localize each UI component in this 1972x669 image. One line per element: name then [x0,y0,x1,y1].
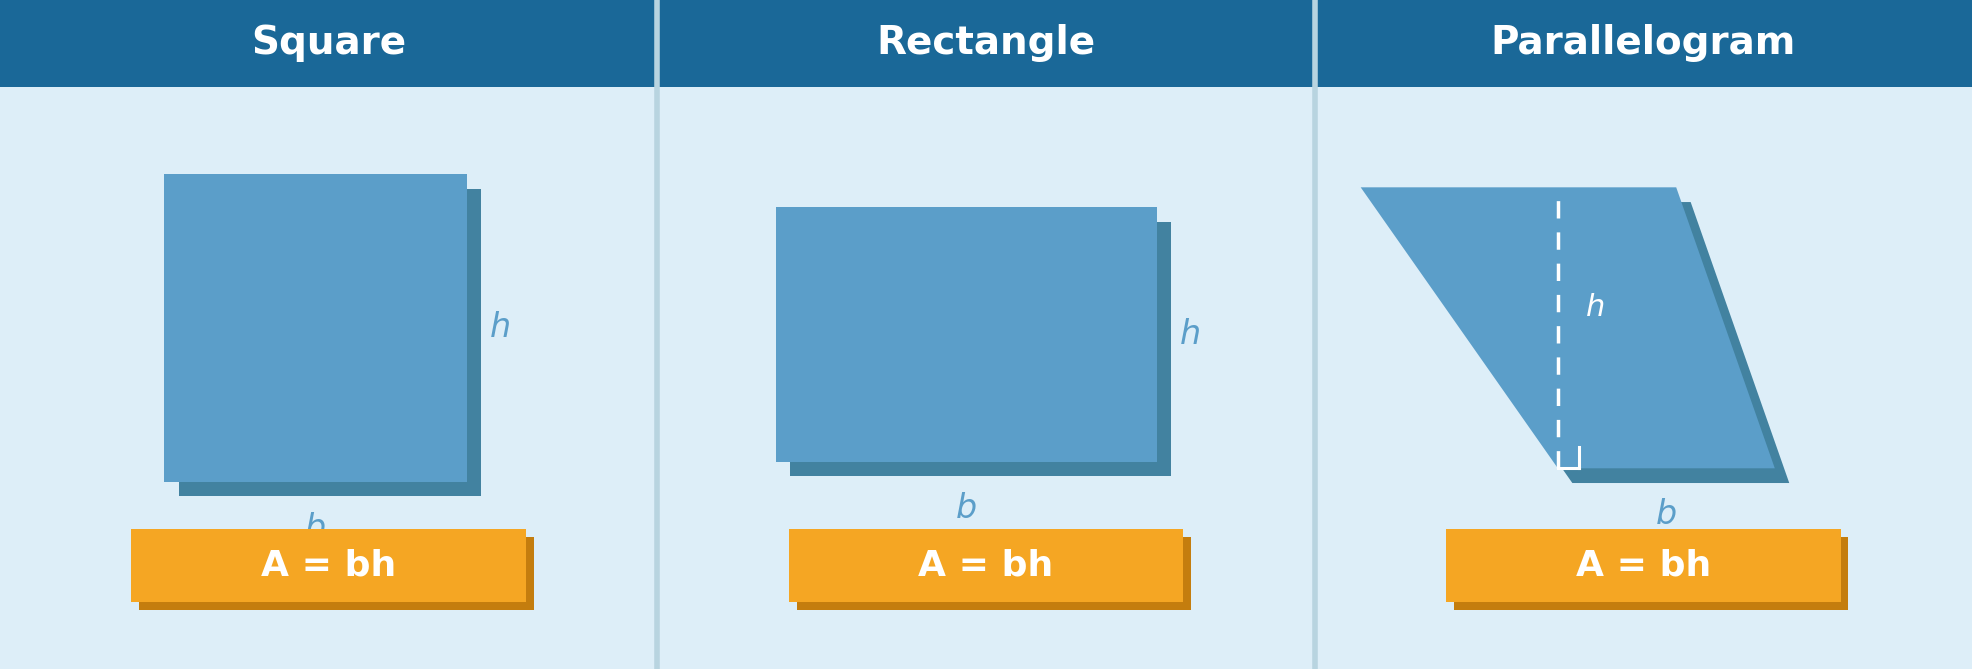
Text: Rectangle: Rectangle [876,24,1096,62]
Text: b: b [956,492,976,524]
FancyBboxPatch shape [791,222,1171,476]
Text: A = bh: A = bh [1576,549,1712,582]
Text: Parallelogram: Parallelogram [1491,24,1796,62]
FancyBboxPatch shape [0,0,657,87]
FancyBboxPatch shape [1453,537,1848,610]
FancyBboxPatch shape [775,207,1158,462]
Text: A = bh: A = bh [919,549,1053,582]
FancyBboxPatch shape [140,537,534,610]
Text: b: b [1656,498,1676,531]
Polygon shape [1361,187,1775,468]
FancyBboxPatch shape [657,0,1315,87]
Polygon shape [1374,202,1789,483]
Text: b: b [306,512,325,545]
Text: Square: Square [250,24,406,62]
FancyBboxPatch shape [1315,0,1972,87]
FancyBboxPatch shape [789,529,1183,602]
Text: A = bh: A = bh [260,549,396,582]
FancyBboxPatch shape [164,174,467,482]
FancyBboxPatch shape [1445,529,1840,602]
FancyBboxPatch shape [797,537,1191,610]
Text: h: h [1585,293,1605,322]
FancyBboxPatch shape [179,189,481,496]
Text: h: h [489,311,511,345]
FancyBboxPatch shape [132,529,527,602]
Text: h: h [1179,318,1201,351]
